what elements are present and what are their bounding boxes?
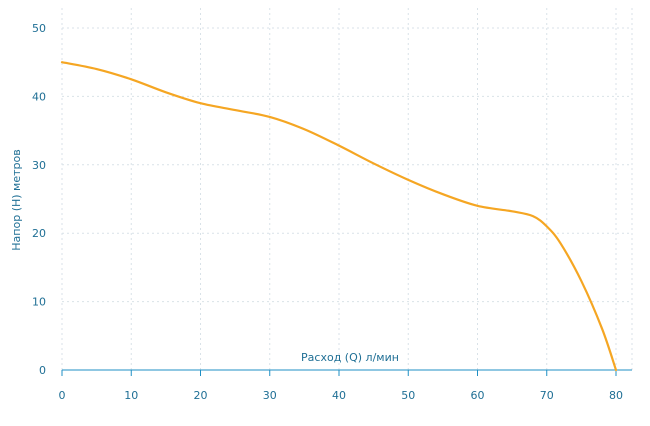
- y-tick-label: 0: [39, 364, 46, 377]
- x-tick-label: 50: [401, 389, 415, 402]
- x-tick-label: 80: [609, 389, 623, 402]
- y-tick-label: 30: [32, 159, 46, 172]
- y-axis-title: Напор (H) метров: [10, 149, 23, 250]
- series-layer: [60, 61, 618, 372]
- x-tick-label: 60: [471, 389, 485, 402]
- x-tick-label: 20: [194, 389, 208, 402]
- x-tick-label: 40: [332, 389, 346, 402]
- y-tick-label: 10: [32, 296, 46, 309]
- x-tick-label: 30: [263, 389, 277, 402]
- grid: [61, 8, 633, 370]
- y-tick-label: 20: [32, 227, 46, 240]
- head-flow-curve: [60, 61, 618, 372]
- x-axis-title: Расход (Q) л/мин: [301, 351, 399, 364]
- x-tick-label: 70: [540, 389, 554, 402]
- y-tick-label: 50: [32, 22, 46, 35]
- tick-labels: 0 10 20 30 40 50 0 10 20 30 40 50 60 70 80: [32, 22, 623, 402]
- y-tick-label: 40: [32, 90, 46, 103]
- axes: [61, 369, 632, 376]
- x-tick-label: 0: [59, 389, 66, 402]
- x-tick-label: 10: [124, 389, 138, 402]
